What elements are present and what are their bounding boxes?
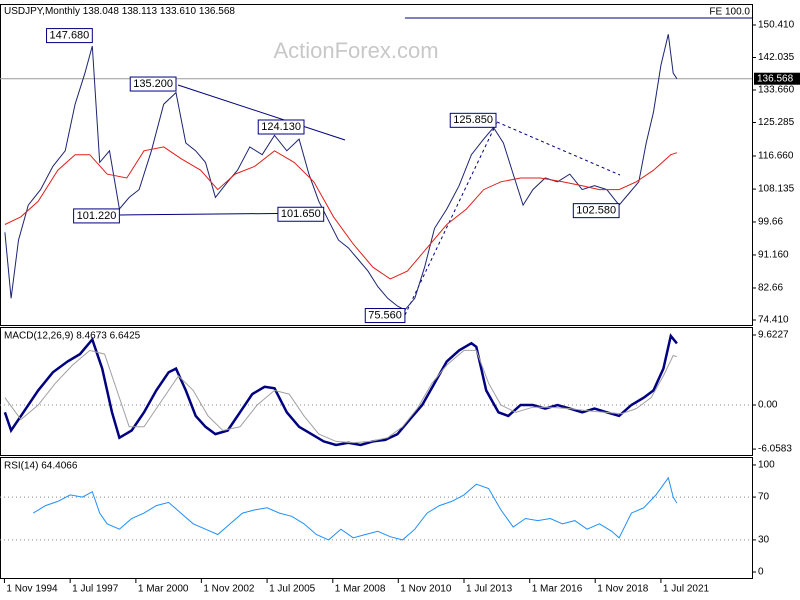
y-tick-label: 0.00 (758, 400, 778, 411)
y-tick-label: 125.285 (758, 117, 795, 128)
annotation-label: 101.650 (281, 208, 321, 220)
x-tick-label: 1 Nov 1994 (6, 584, 58, 595)
x-tick-label: 1 Mar 2016 (532, 584, 583, 595)
x-tick-label: 1 Nov 2002 (203, 584, 255, 595)
annotation-label: 147.680 (50, 29, 90, 41)
x-tick-label: 1 Jul 1997 (72, 584, 119, 595)
y-tick-label: 0 (758, 567, 764, 578)
y-tick-label: 9.6227 (758, 330, 789, 341)
rsi-panel (0, 457, 753, 579)
last-price-label: 136.568 (757, 73, 794, 84)
y-tick-label: 133.660 (758, 85, 795, 96)
annotation-label: 125.850 (453, 114, 493, 126)
annotation-box (73, 208, 120, 224)
series-line (4, 34, 678, 311)
macd-panel (0, 327, 753, 456)
close: 136.568 (199, 6, 236, 17)
y-tick-label: 30 (758, 535, 770, 546)
annotation-box (572, 203, 620, 219)
panel-title: RSI(14) 64.4066 (4, 461, 78, 472)
high: 138.113 (122, 6, 158, 17)
y-tick-label: 142.035 (758, 52, 795, 63)
plot-layer: 150.410 142.035 133.660 125.285 116.660 108.1… (0, 7, 800, 595)
annotation-label: 75.560 (368, 309, 402, 321)
annotation-label: 135.200 (133, 78, 173, 90)
trend-line (177, 84, 346, 141)
series-line (4, 349, 678, 444)
y-tick-label: 150.410 (758, 20, 795, 31)
annotation-box (364, 308, 406, 324)
annotation-box (277, 206, 325, 222)
y-tick-label: 82.66 (758, 283, 783, 294)
symbol: USDJPY,Monthly (4, 6, 80, 17)
annotation-label: 124.130 (261, 121, 301, 133)
annotation-label: 102.580 (576, 205, 616, 217)
annotation-label: 101.220 (77, 210, 117, 222)
annotation-box (449, 112, 497, 128)
open: 138.048 (83, 6, 120, 17)
low: 133.610 (160, 6, 197, 17)
y-tick-label: 108.135 (758, 184, 795, 195)
x-tick-label: 1 Jul 2021 (663, 584, 710, 595)
watermark: ActionForex.com (273, 38, 438, 63)
header: USDJPY,Monthly 138.048 138.113 133.610 1… (4, 6, 235, 17)
price-panel (0, 4, 753, 326)
panel-title: MACD(12,26,9) 8.4673 6.6425 (4, 331, 141, 342)
y-tick-label: 70 (758, 492, 770, 503)
y-tick-label: 74.410 (758, 315, 789, 326)
x-tick-label: 1 Jul 2005 (269, 584, 316, 595)
y-tick-label: 91.160 (758, 250, 789, 261)
y-tick-label: 99.66 (758, 217, 783, 228)
y-tick-label: -6.0583 (758, 444, 792, 455)
annotation-box (129, 76, 177, 92)
fe-label: FE 100.0 (709, 7, 750, 18)
x-tick-label: 1 Nov 2018 (597, 584, 649, 595)
trend-line (496, 121, 621, 176)
annotation-box (46, 28, 93, 44)
x-tick-label: 1 Nov 2010 (400, 584, 452, 595)
x-tick-label: 1 Mar 2008 (335, 584, 386, 595)
x-tick-label: 1 Jul 2013 (466, 584, 513, 595)
y-tick-label: 100 (758, 460, 775, 471)
x-tick-label: 1 Mar 2000 (138, 584, 189, 595)
last-price-box (754, 72, 800, 85)
annotation-box (257, 119, 305, 135)
series-line (4, 146, 678, 280)
series-line (32, 476, 678, 541)
y-tick-label: 116.660 (758, 151, 794, 162)
